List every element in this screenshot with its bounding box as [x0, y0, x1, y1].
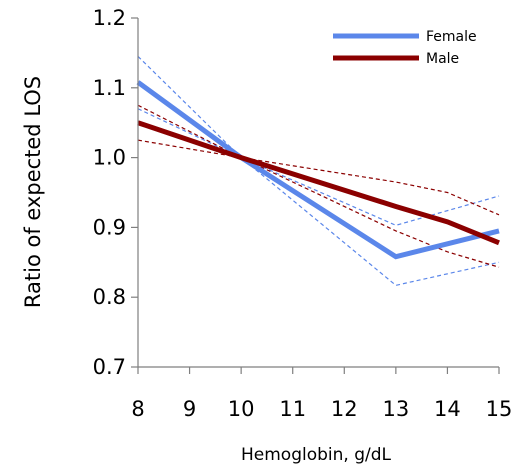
- male-ci-lower-line: [137, 139, 500, 268]
- tick-label-layer: 0.7 0.8 0.9 1.0 1.1 1.2 8 9 10 11 12 13 14 15: [93, 6, 513, 421]
- y-tick-label: 0.7: [93, 355, 126, 379]
- female-ci-lower-line: [137, 108, 500, 286]
- female-series-line: [136, 80, 500, 260]
- legend: Female Male: [333, 29, 477, 67]
- x-tick-label: 13: [382, 397, 409, 421]
- male-series-line: [137, 120, 500, 246]
- female-ci-upper-line: [137, 55, 500, 226]
- x-tick-label: 12: [331, 397, 358, 421]
- x-axis-title: Hemoglobin, g/dL: [241, 445, 392, 465]
- x-tick-label: 10: [228, 397, 255, 421]
- confidence-band-layer: [137, 55, 500, 286]
- y-axis-title: Ratio of expected LOS: [21, 76, 45, 308]
- y-tick-label: 1.1: [93, 76, 126, 100]
- legend-label-female: Female: [426, 29, 477, 45]
- y-tick-label: 1.0: [93, 146, 126, 170]
- y-tick-label: 0.9: [93, 215, 126, 239]
- legend-label-male: Male: [426, 51, 459, 67]
- x-tick-label: 8: [131, 397, 144, 421]
- male-ci-upper-line: [137, 104, 500, 216]
- axes-layer: [131, 17, 500, 374]
- y-tick-label: 0.8: [93, 285, 126, 309]
- x-tick-label: 9: [183, 397, 196, 421]
- x-tick-label: 11: [279, 397, 306, 421]
- x-tick-label: 14: [434, 397, 461, 421]
- x-tick-label: 15: [486, 397, 513, 421]
- series-line-layer: [136, 80, 500, 260]
- y-tick-label: 1.2: [93, 6, 126, 30]
